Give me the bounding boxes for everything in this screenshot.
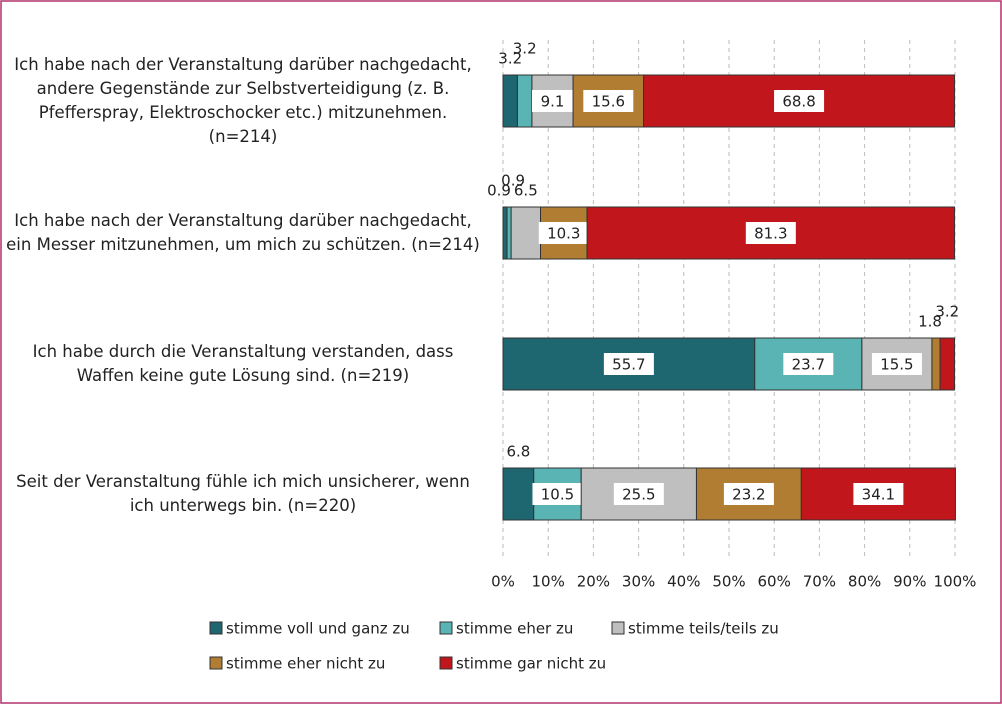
value-label-box	[745, 222, 796, 244]
bar-segment	[510, 206, 542, 260]
value-label-box	[532, 483, 583, 505]
legend-swatch	[611, 621, 625, 635]
legend-label: stimme voll und ganz zu	[226, 620, 410, 638]
value-label: 0.9	[487, 182, 511, 200]
bar-segment	[502, 74, 518, 128]
value-label: 23.2	[732, 486, 765, 504]
value-label: 3.2	[513, 40, 537, 58]
x-tick-label: 20%	[577, 573, 610, 591]
value-label-box	[723, 483, 774, 505]
x-tick-label: 70%	[803, 573, 836, 591]
value-label-box	[583, 90, 634, 112]
value-label: 3.2	[935, 303, 959, 321]
value-label-box	[613, 483, 664, 505]
value-label: 0.9	[501, 172, 525, 190]
category-label: Ich habe durch die Veranstaltung verstan…	[32, 342, 454, 385]
value-label: 34.1	[862, 486, 895, 504]
bar-segment	[506, 206, 512, 260]
value-label-box	[774, 90, 825, 112]
value-label-box	[538, 222, 589, 244]
value-label: 15.5	[880, 356, 913, 374]
category-label: Seit der Veranstaltung fühle ich mich un…	[16, 472, 470, 515]
value-label-box	[853, 483, 904, 505]
value-label: 25.5	[622, 486, 655, 504]
legend-label: stimme gar nicht zu	[456, 655, 606, 673]
x-tick-label: 30%	[622, 573, 655, 591]
x-tick-label: 10%	[532, 573, 565, 591]
legend-label: stimme eher zu	[456, 620, 573, 638]
value-label: 15.6	[592, 93, 625, 111]
value-label: 10.5	[541, 486, 574, 504]
x-tick-label: 0%	[491, 573, 515, 591]
bar-segment	[502, 467, 535, 521]
legend-swatch	[209, 656, 223, 670]
bar-segment	[516, 74, 533, 128]
value-label-box	[871, 353, 922, 375]
x-tick-label: 40%	[667, 573, 700, 591]
bar-segment	[502, 206, 508, 260]
value-label: 6.5	[514, 182, 538, 200]
legend-swatch	[439, 656, 453, 670]
category-label: Ich habe nach der Veranstaltung darüber …	[6, 211, 480, 254]
x-tick-label: 80%	[848, 573, 881, 591]
value-label: 3.2	[498, 50, 522, 68]
value-label: 23.7	[792, 356, 825, 374]
value-label: 81.3	[754, 225, 787, 243]
value-label: 55.7	[612, 356, 645, 374]
value-label: 1.8	[918, 313, 942, 331]
legend-label: stimme eher nicht zu	[226, 655, 385, 673]
bar-segment	[931, 337, 941, 391]
value-label-box	[783, 353, 834, 375]
value-label: 68.8	[782, 93, 815, 111]
legend-label: stimme teils/teils zu	[628, 620, 779, 638]
value-label-box	[603, 353, 654, 375]
x-tick-label: 90%	[893, 573, 926, 591]
value-label-box	[531, 90, 573, 112]
bar-segment	[939, 337, 956, 391]
x-tick-label: 50%	[712, 573, 745, 591]
legend-swatch	[439, 621, 453, 635]
value-label: 9.1	[541, 93, 565, 111]
value-label: 6.8	[506, 443, 530, 461]
category-label: Ich habe nach der Veranstaltung darüber …	[14, 55, 472, 146]
value-label: 10.3	[547, 225, 580, 243]
x-tick-label: 60%	[758, 573, 791, 591]
x-tick-label: 100%	[934, 573, 977, 591]
legend-swatch	[209, 621, 223, 635]
